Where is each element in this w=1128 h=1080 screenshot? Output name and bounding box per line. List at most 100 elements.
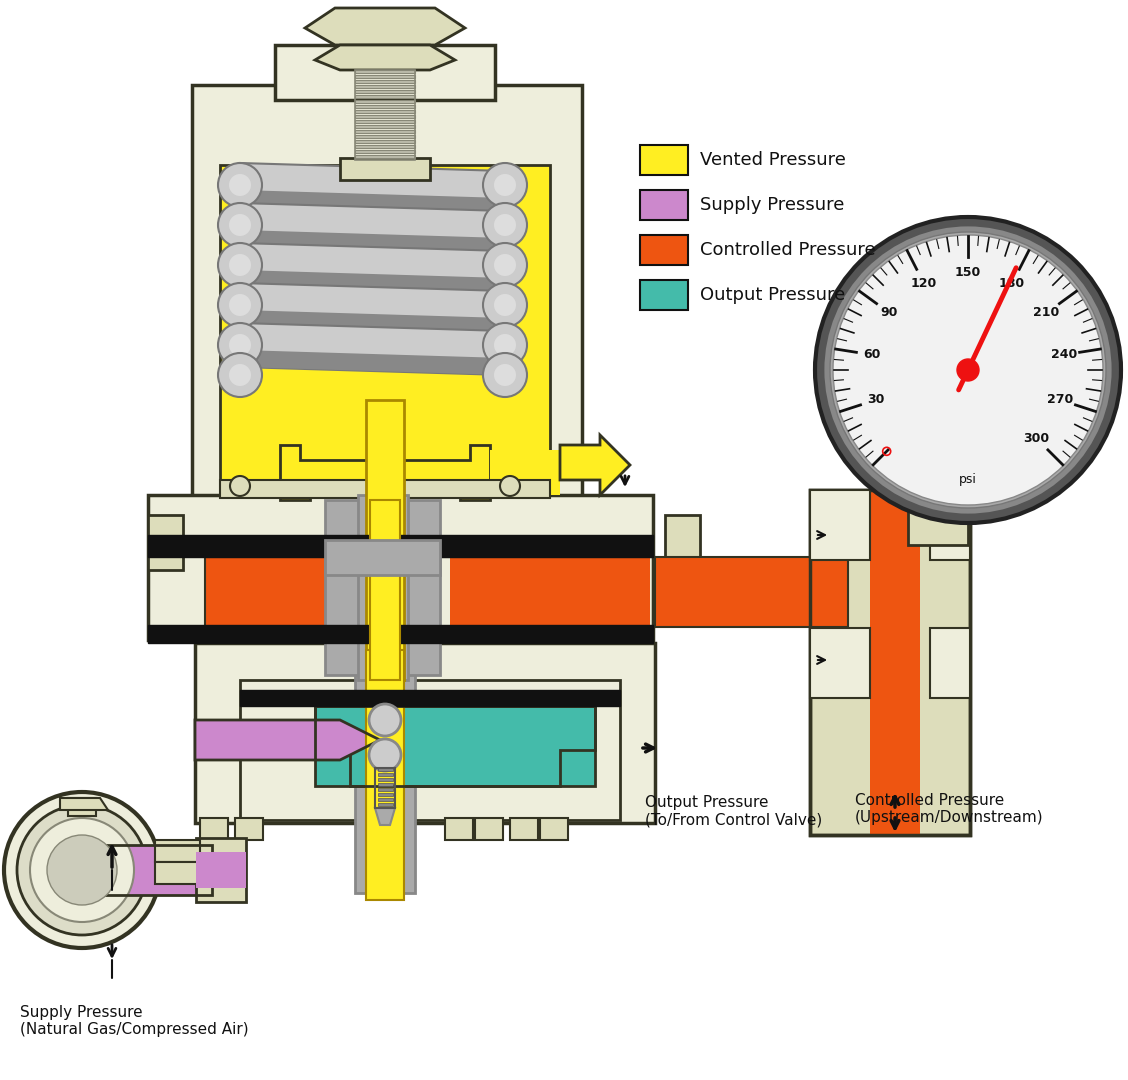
Bar bbox=[355, 90, 415, 93]
Circle shape bbox=[957, 359, 979, 381]
Bar bbox=[325, 540, 440, 575]
Bar bbox=[355, 130, 415, 133]
Bar bbox=[315, 706, 594, 786]
Bar bbox=[148, 625, 653, 643]
Circle shape bbox=[230, 476, 250, 496]
Bar bbox=[810, 490, 970, 835]
Text: 210: 210 bbox=[1033, 307, 1059, 320]
Polygon shape bbox=[280, 445, 490, 500]
Bar bbox=[510, 818, 538, 840]
Text: Supply Pressure: Supply Pressure bbox=[700, 195, 845, 214]
Bar bbox=[378, 804, 393, 806]
Polygon shape bbox=[240, 323, 505, 375]
Circle shape bbox=[494, 254, 515, 276]
Bar bbox=[378, 783, 393, 786]
Bar bbox=[275, 45, 495, 100]
Bar bbox=[475, 818, 503, 840]
Text: 180: 180 bbox=[999, 278, 1025, 291]
Circle shape bbox=[218, 323, 262, 367]
Circle shape bbox=[229, 214, 252, 237]
Polygon shape bbox=[195, 720, 380, 760]
Bar bbox=[640, 280, 688, 310]
Circle shape bbox=[229, 254, 252, 276]
Bar bbox=[355, 70, 415, 160]
Text: psi: psi bbox=[959, 473, 977, 486]
Bar bbox=[355, 145, 415, 148]
Circle shape bbox=[830, 232, 1105, 508]
Circle shape bbox=[494, 294, 515, 316]
Circle shape bbox=[218, 243, 262, 287]
Circle shape bbox=[229, 174, 252, 195]
Bar bbox=[929, 490, 970, 561]
Bar bbox=[810, 627, 870, 698]
Bar bbox=[68, 798, 96, 816]
Bar bbox=[640, 235, 688, 265]
Bar bbox=[200, 818, 228, 840]
Polygon shape bbox=[240, 230, 505, 255]
Text: 270: 270 bbox=[1047, 393, 1074, 406]
Bar bbox=[355, 643, 415, 893]
Circle shape bbox=[369, 739, 400, 771]
Bar bbox=[205, 557, 655, 627]
Circle shape bbox=[17, 805, 147, 935]
Bar bbox=[653, 557, 848, 627]
Bar bbox=[378, 798, 393, 801]
Bar bbox=[378, 793, 393, 796]
Bar bbox=[355, 95, 415, 98]
Text: 150: 150 bbox=[955, 267, 981, 280]
Bar bbox=[355, 125, 415, 129]
Bar bbox=[220, 480, 550, 498]
Circle shape bbox=[229, 334, 252, 356]
Bar bbox=[908, 490, 968, 545]
Bar bbox=[155, 862, 200, 885]
Text: Output Pressure: Output Pressure bbox=[700, 286, 845, 303]
Bar bbox=[640, 190, 688, 220]
Bar bbox=[355, 105, 415, 108]
Circle shape bbox=[494, 174, 515, 195]
Bar bbox=[355, 135, 415, 138]
Bar bbox=[490, 450, 559, 495]
Bar bbox=[355, 75, 415, 78]
Bar bbox=[358, 495, 408, 680]
Bar bbox=[148, 495, 653, 640]
Bar bbox=[365, 650, 404, 900]
Circle shape bbox=[218, 283, 262, 327]
Bar bbox=[155, 840, 200, 862]
Bar bbox=[240, 690, 620, 706]
Circle shape bbox=[47, 835, 117, 905]
Circle shape bbox=[369, 704, 400, 735]
Bar bbox=[82, 845, 212, 895]
Bar bbox=[220, 165, 550, 480]
Bar bbox=[653, 557, 848, 627]
Circle shape bbox=[229, 364, 252, 386]
Bar bbox=[355, 70, 415, 73]
Polygon shape bbox=[240, 350, 505, 375]
Bar bbox=[148, 515, 183, 570]
Bar bbox=[196, 838, 246, 902]
Polygon shape bbox=[240, 283, 505, 335]
Circle shape bbox=[832, 235, 1103, 505]
Polygon shape bbox=[240, 310, 505, 335]
Bar bbox=[235, 818, 263, 840]
Bar bbox=[378, 778, 393, 781]
Bar bbox=[340, 158, 430, 180]
Circle shape bbox=[229, 294, 252, 316]
Bar bbox=[450, 557, 650, 627]
Bar bbox=[666, 515, 700, 570]
Polygon shape bbox=[240, 203, 505, 255]
Circle shape bbox=[483, 243, 527, 287]
Polygon shape bbox=[60, 798, 108, 810]
Circle shape bbox=[483, 163, 527, 207]
Bar bbox=[355, 100, 415, 103]
Bar bbox=[192, 85, 582, 519]
Polygon shape bbox=[315, 45, 455, 70]
Bar bbox=[355, 120, 415, 123]
Bar bbox=[315, 706, 594, 786]
Circle shape bbox=[494, 214, 515, 237]
Circle shape bbox=[483, 203, 527, 247]
Bar bbox=[148, 535, 653, 557]
Bar bbox=[378, 788, 393, 791]
Bar bbox=[355, 140, 415, 143]
Text: Output Pressure
(To/From Control Valve): Output Pressure (To/From Control Valve) bbox=[645, 795, 822, 827]
Bar bbox=[82, 845, 212, 895]
